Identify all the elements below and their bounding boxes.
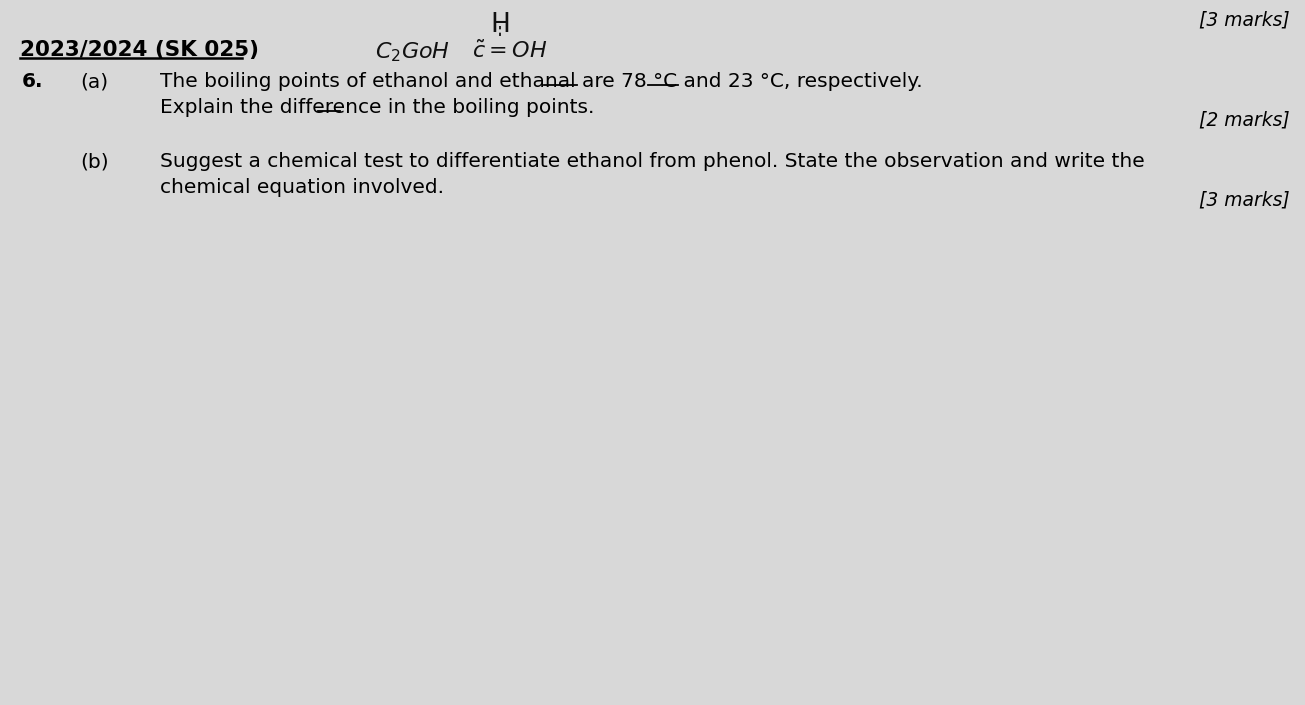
- Text: Explain the difference in the boiling points.: Explain the difference in the boiling po…: [161, 98, 594, 117]
- Text: H: H: [491, 12, 510, 38]
- Text: $\mathit{\tilde{c}=OH}$: $\mathit{\tilde{c}=OH}$: [472, 40, 547, 62]
- Text: [3 marks]: [3 marks]: [1199, 191, 1291, 210]
- Text: (b): (b): [80, 152, 108, 171]
- Text: Suggest a chemical test to differentiate ethanol from phenol. State the observat: Suggest a chemical test to differentiate…: [161, 152, 1144, 171]
- Text: 2023/2024 (SK 025): 2023/2024 (SK 025): [20, 40, 258, 60]
- Text: (a): (a): [80, 72, 108, 91]
- Text: The boiling points of ethanol and ethanal are 78 °C and 23 °C, respectively.: The boiling points of ethanol and ethana…: [161, 72, 923, 91]
- Text: [2 marks]: [2 marks]: [1199, 110, 1291, 129]
- Text: 6.: 6.: [22, 72, 43, 91]
- Text: chemical equation involved.: chemical equation involved.: [161, 178, 444, 197]
- Text: $\mathit{C_2GoH}$: $\mathit{C_2GoH}$: [375, 40, 450, 63]
- Text: [3 marks]: [3 marks]: [1199, 10, 1291, 29]
